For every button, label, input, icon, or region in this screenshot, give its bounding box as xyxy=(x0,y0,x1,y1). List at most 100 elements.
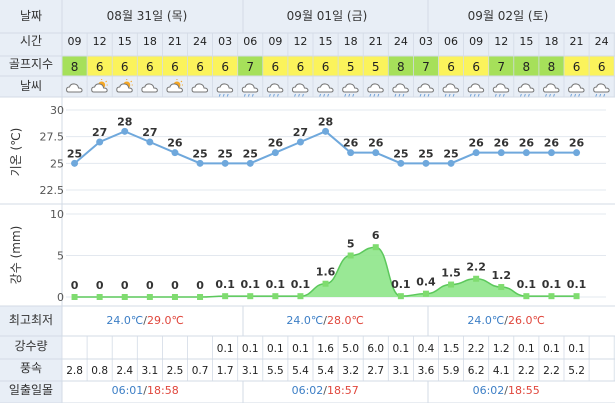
temp-data-label: 25 xyxy=(393,147,408,160)
precip-value: 0.1 xyxy=(292,343,309,355)
precip-value: 6.0 xyxy=(367,343,384,355)
sun-cloud-icon xyxy=(91,79,108,93)
label-golf-index: 골프지수 xyxy=(9,57,53,71)
rain-data-label: 0.4 xyxy=(416,276,436,289)
hour-label: 18 xyxy=(143,35,157,48)
rain-point xyxy=(121,294,128,300)
hour-label: 12 xyxy=(293,35,307,48)
hour-label: 24 xyxy=(193,35,207,48)
sunset-1: 18:58 xyxy=(147,384,179,397)
golf-index-cell xyxy=(87,56,113,76)
golf-index-value: 8 xyxy=(397,60,405,74)
min-temp-1: 24.0℃ xyxy=(106,314,143,327)
hour-label: 06 xyxy=(243,35,257,48)
temp-point xyxy=(547,149,555,157)
golf-index-cell xyxy=(313,56,339,76)
rain-data-label: 0 xyxy=(121,279,129,292)
wind-value: 3.1 xyxy=(392,365,409,377)
rain-data-label: 1.2 xyxy=(492,269,512,282)
wind-value: 0.8 xyxy=(91,365,108,377)
rain-tick-label: 0 xyxy=(57,291,64,304)
hour-label: 15 xyxy=(519,35,533,48)
golf-index-cell xyxy=(62,56,88,76)
label-minmax: 최고최저 xyxy=(9,313,53,327)
sunrise-1: 06:01 xyxy=(112,384,144,397)
hour-label: 03 xyxy=(419,35,433,48)
rain-data-label: 0.1 xyxy=(266,278,286,291)
temp-data-label: 28 xyxy=(318,115,333,128)
rain-point xyxy=(247,293,254,300)
rain-data-label: 1.6 xyxy=(316,266,336,279)
golf-index-value: 6 xyxy=(322,60,330,74)
wind-value: 5.4 xyxy=(317,365,334,377)
rain-point xyxy=(573,293,580,300)
rain-point xyxy=(146,294,153,300)
rain-data-label: 0.1 xyxy=(241,278,261,291)
rain-point xyxy=(297,293,304,300)
hour-label: 21 xyxy=(168,35,182,48)
golf-index-cell xyxy=(463,56,489,76)
temp-data-label: 26 xyxy=(519,137,535,150)
precip-value: 2.2 xyxy=(468,343,485,355)
golf-index-cell xyxy=(589,56,615,76)
rain-tick-label: 10 xyxy=(50,208,64,221)
sun-day-3: 06:02/ 18:55 xyxy=(473,384,540,397)
max-temp-3: 26.0℃ xyxy=(508,314,545,327)
golf-index-cell xyxy=(187,56,213,76)
footer-bg xyxy=(0,306,615,403)
temp-data-label: 26 xyxy=(569,137,585,150)
temp-point xyxy=(196,159,204,167)
precip-value: 0.1 xyxy=(267,343,284,355)
rain-data-label: 0 xyxy=(71,279,79,292)
temp-data-label: 26 xyxy=(544,137,560,150)
golf-index-cell xyxy=(564,56,590,76)
hour-label: 21 xyxy=(570,35,584,48)
sun-day-1: 06:01/ 18:58 xyxy=(112,384,179,397)
rain-point xyxy=(448,281,455,288)
temp-tick-label: 25 xyxy=(50,157,64,170)
temp-data-label: 26 xyxy=(468,137,484,150)
svg-text:24.0℃/: 24.0℃/ xyxy=(106,314,147,327)
golf-index-value: 6 xyxy=(573,60,581,74)
temp-data-label: 28 xyxy=(117,115,132,128)
golf-index-cell xyxy=(112,56,138,76)
temp-point xyxy=(296,138,304,146)
hour-label: 03 xyxy=(218,35,232,48)
rain-icon xyxy=(367,83,384,98)
hour-label: 18 xyxy=(544,35,558,48)
rain-point xyxy=(397,293,404,300)
label-weather: 날씨 xyxy=(20,79,42,93)
label-sun: 일출일몰 xyxy=(9,383,53,397)
temp-data-label: 26 xyxy=(368,137,384,150)
golf-index-cell xyxy=(212,56,238,76)
golf-index-cell xyxy=(413,56,439,76)
precip-value: 0.1 xyxy=(518,343,535,355)
temp-point xyxy=(221,159,229,167)
sun-cloud-icon xyxy=(116,79,133,93)
precip-value: 5.0 xyxy=(342,343,359,355)
rain-point xyxy=(422,290,429,297)
rain-data-label: 0 xyxy=(146,279,154,292)
rain-data-label: 5 xyxy=(347,238,355,251)
rain-data-label: 0.1 xyxy=(391,278,411,291)
golf-index-value: 8 xyxy=(548,60,556,74)
wind-value: 5.5 xyxy=(267,365,284,377)
label-date: 날짜 xyxy=(20,9,42,23)
wind-value: 2.4 xyxy=(116,365,133,377)
wind-value: 2.8 xyxy=(66,365,83,377)
max-temp-2: 28.0℃ xyxy=(327,314,364,327)
rain-point xyxy=(498,284,505,291)
golf-index-value: 6 xyxy=(171,60,179,74)
rain-axis-title: 강수 (mm) xyxy=(9,226,23,285)
golf-index-value: 6 xyxy=(472,60,480,74)
golf-index-value: 7 xyxy=(246,60,254,74)
precip-value: 1.5 xyxy=(443,343,460,355)
golf-index-value: 6 xyxy=(96,60,104,74)
temp-point xyxy=(322,127,330,135)
label-wind: 풍속 xyxy=(20,361,42,375)
rain-point xyxy=(171,294,178,300)
temp-data-label: 25 xyxy=(443,147,458,160)
minmax-day-1: 24.0℃/ 29.0℃ xyxy=(106,314,183,327)
golf-index-cell xyxy=(162,56,188,76)
